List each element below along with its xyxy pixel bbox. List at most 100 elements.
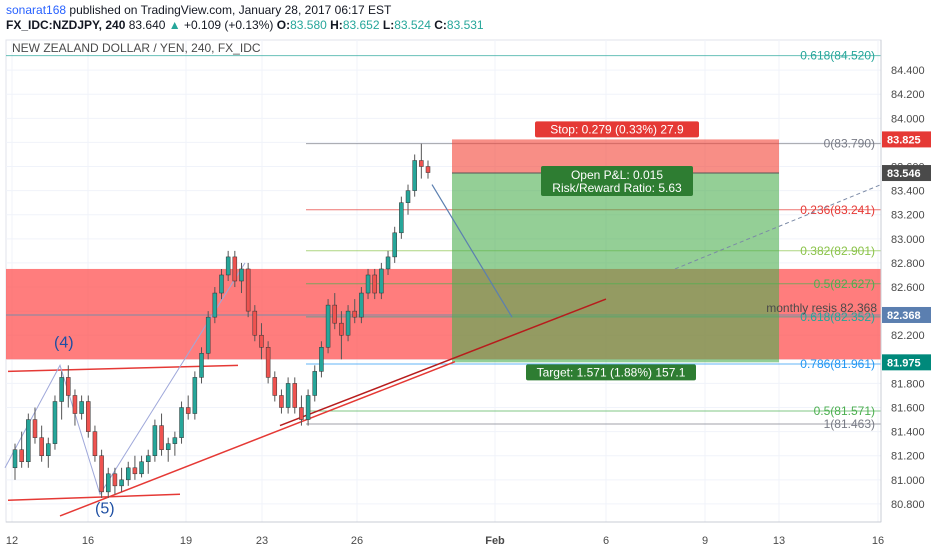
fib-level-label: 0.618(84.520) bbox=[800, 49, 875, 63]
candle-body bbox=[399, 202, 404, 234]
price-badge-label: 83.546 bbox=[887, 168, 921, 180]
candle-body bbox=[199, 353, 204, 378]
x-tick-label: 13 bbox=[773, 535, 785, 547]
candle-body bbox=[405, 190, 411, 203]
support-trendline-2 bbox=[279, 298, 607, 427]
candle-body bbox=[72, 395, 78, 414]
x-tick-label: 16 bbox=[82, 535, 94, 547]
candle-body bbox=[319, 347, 324, 372]
price-change: +0.109 (+0.13%) bbox=[184, 18, 274, 32]
candle-body bbox=[145, 455, 151, 463]
x-tick-label: 9 bbox=[702, 535, 708, 547]
candle-body bbox=[66, 377, 71, 396]
low-label: L: bbox=[382, 18, 395, 32]
wave-4-label: (4) bbox=[54, 334, 74, 351]
candle-body bbox=[205, 316, 211, 354]
price-badge-label: 83.825 bbox=[887, 134, 921, 146]
support-trendline bbox=[59, 361, 456, 517]
projection-dashed bbox=[674, 184, 882, 270]
y-tick-label: 82.800 bbox=[891, 258, 925, 270]
candle-body bbox=[279, 395, 284, 408]
price-badge bbox=[882, 306, 931, 323]
candle-body bbox=[219, 274, 224, 294]
candle-body bbox=[92, 431, 98, 456]
last-price: 83.640 bbox=[128, 18, 166, 32]
fib-level-label: 0.5(82.627) bbox=[814, 277, 875, 291]
candle-body bbox=[79, 401, 84, 414]
candle-body bbox=[172, 437, 178, 444]
candle-body bbox=[359, 292, 364, 318]
publish-line: sonarat168 published on TradingView.com,… bbox=[6, 3, 391, 17]
candle-body bbox=[419, 160, 424, 167]
y-tick-label: 81.200 bbox=[891, 451, 925, 463]
price-badge-label: 81.975 bbox=[887, 357, 921, 369]
price-badge bbox=[882, 131, 931, 148]
price-badge-label: 82.368 bbox=[887, 310, 921, 322]
pnl-badge bbox=[541, 166, 693, 197]
target-zone bbox=[452, 173, 779, 363]
x-tick-label: 12 bbox=[6, 535, 18, 547]
candle-body bbox=[372, 274, 377, 294]
target-label: Target: 1.571 (1.88%) 157.1 bbox=[537, 365, 686, 379]
candle-body bbox=[179, 407, 184, 438]
candle-body bbox=[379, 268, 384, 294]
y-tick-label: 81.800 bbox=[891, 378, 925, 390]
wave-5-label: (5) bbox=[95, 501, 115, 518]
candle-body bbox=[265, 347, 271, 378]
candle-body bbox=[385, 256, 391, 270]
candle-body bbox=[139, 461, 144, 475]
candle-body bbox=[192, 377, 198, 414]
candle-body bbox=[39, 437, 44, 456]
candle-body bbox=[252, 310, 258, 336]
y-tick-label: 84.400 bbox=[891, 65, 925, 77]
candle-body bbox=[212, 292, 218, 318]
y-tick-label: 81.400 bbox=[891, 427, 925, 439]
price-chart[interactable]: 0.618(84.520) 0(83.790) 0.236(83.241) 0.382… bbox=[0, 36, 932, 550]
fib-level-label: 0.618(82.352) bbox=[800, 310, 875, 324]
candle-body bbox=[152, 425, 158, 456]
stop-label: Stop: 0.279 (0.33%) 27.9 bbox=[550, 122, 684, 136]
y-tick-label: 81.600 bbox=[891, 403, 925, 415]
candle-body bbox=[299, 407, 304, 420]
high-value: 83.652 bbox=[342, 18, 380, 32]
fib-level-label: 0.236(83.241) bbox=[800, 203, 875, 217]
candle-body bbox=[305, 395, 311, 420]
candle-body bbox=[112, 473, 118, 487]
candle-body bbox=[46, 443, 51, 456]
candle-body bbox=[32, 419, 38, 438]
y-tick-label: 82.600 bbox=[891, 282, 925, 294]
fib-level-label: 0.786(81.961) bbox=[800, 357, 875, 371]
symbol-line: FX_IDC:NZDJPY, 240 83.640 ▲ +0.109 (+0.1… bbox=[6, 18, 484, 32]
candle-body bbox=[59, 377, 64, 402]
publish-info: published on TradingView.com, January 28… bbox=[69, 3, 392, 17]
candle-body bbox=[312, 371, 318, 396]
close-value: 83.531 bbox=[446, 18, 484, 32]
high-label: H: bbox=[330, 18, 343, 32]
candle-body bbox=[245, 268, 251, 312]
candle-body bbox=[425, 166, 431, 173]
candle-body bbox=[332, 304, 337, 324]
candle-body bbox=[225, 256, 231, 276]
y-tick-label: 84.000 bbox=[891, 113, 925, 125]
open-label: O: bbox=[276, 18, 291, 32]
candle-body bbox=[232, 256, 238, 282]
candle-body bbox=[119, 479, 124, 487]
candle-body bbox=[239, 268, 244, 282]
candle-body bbox=[19, 449, 24, 463]
x-tick-label: 26 bbox=[351, 535, 363, 547]
price-badge bbox=[882, 354, 931, 371]
risk-reward-label: Risk/Reward Ratio: 5.63 bbox=[552, 181, 682, 195]
chart-title: NEW ZEALAND DOLLAR / YEN, 240, FX_IDC bbox=[12, 41, 261, 55]
candle-body bbox=[392, 232, 397, 258]
candle-body bbox=[165, 443, 171, 450]
candle-body bbox=[259, 334, 264, 348]
target-badge bbox=[526, 364, 696, 381]
candle-body bbox=[292, 383, 298, 408]
y-tick-label: 81.000 bbox=[891, 475, 925, 487]
candle-body bbox=[125, 467, 131, 481]
candle-body bbox=[272, 377, 278, 396]
candle-body bbox=[185, 407, 191, 414]
author-link[interactable]: sonarat168 bbox=[6, 3, 67, 17]
candle-body bbox=[365, 274, 371, 294]
y-tick-label: 80.800 bbox=[891, 499, 925, 511]
